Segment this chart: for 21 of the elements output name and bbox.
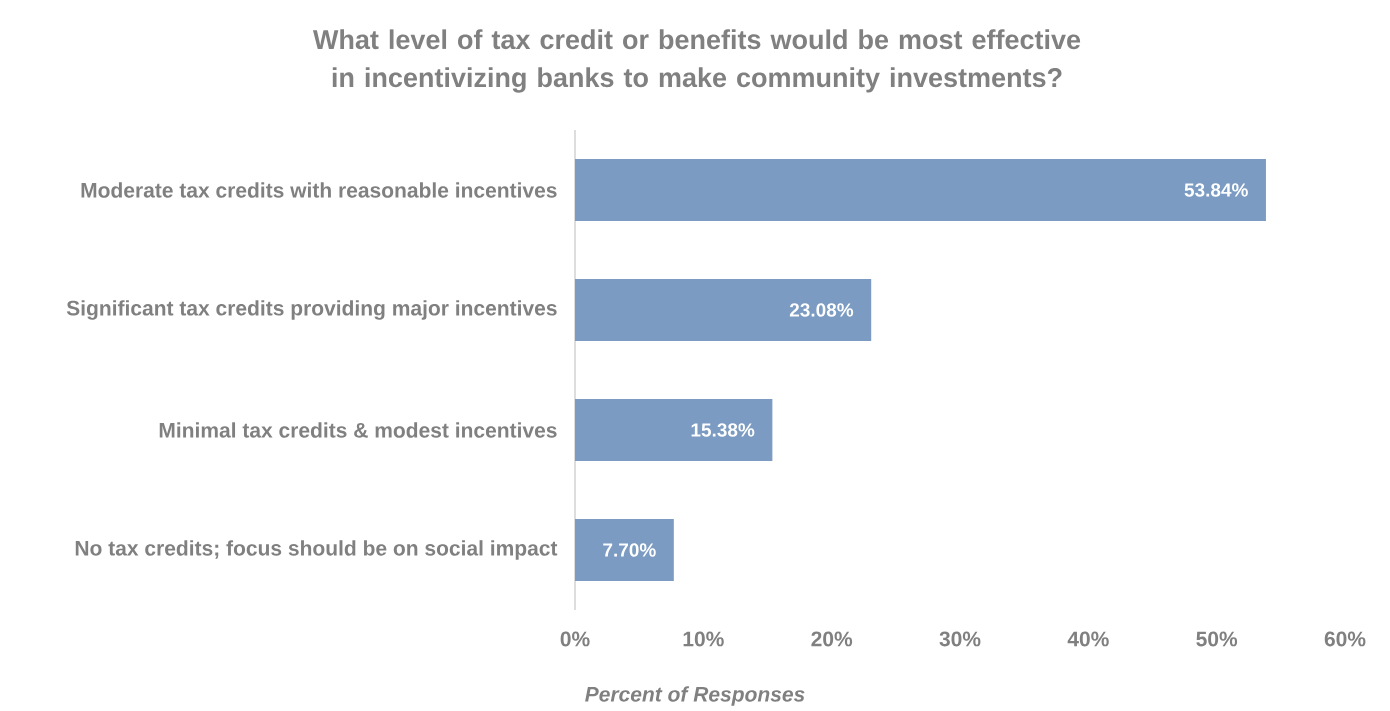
y-tick-label: Minimal tax credits & modest incentives — [159, 422, 557, 438]
data-label: 23.08% — [789, 303, 854, 317]
data-label: 15.38% — [691, 423, 755, 437]
x-tick-label: 30% — [939, 631, 981, 647]
data-label: 53.84% — [1184, 183, 1248, 197]
x-tick-label: 40% — [1067, 631, 1109, 647]
chart-title: What level of tax credit or benefits would be most effective in incentivizing banks to make community investments? — [312, 29, 1081, 93]
data-label: 7.70% — [603, 543, 656, 557]
x-tick-label: 60% — [1324, 631, 1366, 647]
y-tick-label: Significant tax credits providing major incentives — [66, 300, 557, 320]
x-axis-title: Percent of Responses — [585, 686, 805, 706]
x-tick-label: 50% — [1196, 631, 1238, 647]
y-tick-label: Moderate tax credits with reasonable incentives — [81, 182, 557, 198]
y-tick-label: No tax credits; focus should be on social impact — [75, 540, 558, 560]
x-tick-label: 20% — [811, 631, 853, 647]
bar — [575, 399, 773, 461]
x-tick-label: 0% — [560, 631, 590, 647]
bar — [575, 519, 674, 581]
bar — [575, 159, 1266, 221]
bar — [575, 279, 872, 341]
x-tick-label: 10% — [683, 631, 724, 647]
